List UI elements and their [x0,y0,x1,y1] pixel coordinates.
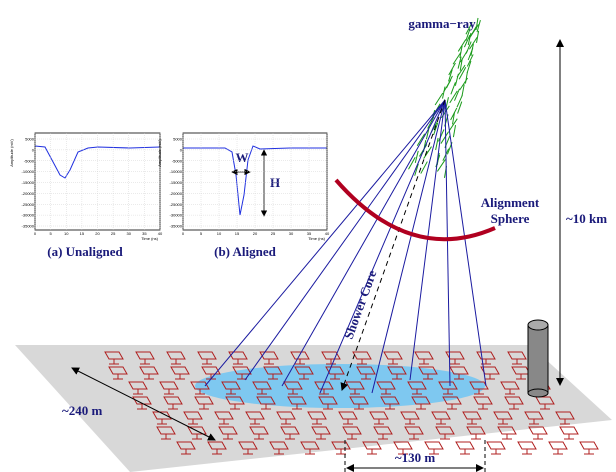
y-tick-label: -15000 [22,180,35,185]
x-tick-label: 20 [95,231,100,236]
light-ray [445,100,486,386]
y-tick-label: -30000 [170,213,183,218]
x-tick-label: 30 [127,231,132,236]
ground-plane [15,345,612,472]
x-tick-label: 15 [80,231,85,236]
y-axis-label: Amplitude (mV) [9,139,14,167]
x-tick-label: 40 [325,231,330,236]
x-tick-label: 30 [289,231,294,236]
shower-particle [451,82,456,94]
y-tick-label: -10000 [170,169,183,174]
shower-particle [465,72,467,84]
y-tick-label: -35000 [22,224,35,229]
sphere-label: Alignment [481,195,540,210]
telescope [560,427,578,439]
light-ray [282,100,445,386]
x-tick-label: 10 [64,231,69,236]
x-tick-label: 0 [182,231,185,236]
telescope [518,442,536,454]
shower-particle [417,134,424,146]
shower-particle [468,48,473,60]
x-tick-label: 0 [34,231,37,236]
dim-label: ~130 m [395,450,436,465]
y-axis-label: Amplitude (mV) [157,139,162,167]
x-tick-label: 5 [50,231,53,236]
shower-particle [449,63,456,75]
waveform [183,146,327,215]
x-tick-label: 15 [235,231,240,236]
telescope [549,442,567,454]
shower-particle [453,125,455,137]
y-tick-label: -25000 [22,202,35,207]
inset-caption: (a) Unaligned [47,244,123,259]
shower-particle [436,138,438,150]
y-tick-label: 0 [32,147,35,152]
shower-particle [455,74,458,86]
y-tick-label: 5000 [173,137,183,142]
y-tick-label: -5000 [24,158,35,163]
y-tick-label: -15000 [170,180,183,185]
x-tick-label: 20 [253,231,258,236]
height-label: ~10 km [566,211,607,226]
y-tick-label: -35000 [170,224,183,229]
shower-particle [437,159,445,171]
y-tick-label: -20000 [22,191,35,196]
x-tick-label: 25 [111,231,116,236]
x-axis-label: Time (ns) [141,236,158,241]
inset-plot: 051015202530354050000-5000-10000-15000-2… [9,133,163,241]
shower-particle [477,31,479,43]
telescope [529,427,547,439]
x-tick-label: 40 [158,231,163,236]
telescope [456,442,474,454]
y-tick-label: -5000 [172,158,183,163]
inset-caption: (b) Aligned [214,244,277,259]
x-tick-label: 10 [217,231,222,236]
telescope [487,442,505,454]
alignment-sphere-arc [336,180,495,239]
air-shower [409,18,481,178]
width-label: ~240 m [62,403,103,418]
tower [528,320,548,397]
shower-particle [457,95,462,107]
y-tick-label: -30000 [22,213,35,218]
x-tick-label: 25 [271,231,276,236]
x-tick-label: 5 [200,231,203,236]
light-ray [445,100,450,386]
telescope [580,442,598,454]
y-tick-label: 0 [180,147,183,152]
y-tick-label: 5000 [25,137,35,142]
shower-particle [415,151,418,163]
y-tick-label: -10000 [22,169,35,174]
diagram: gamma−ray Alignment Sphere Shower Core ~… [0,0,616,472]
gamma-label: gamma−ray [408,16,476,31]
y-tick-label: -20000 [170,191,183,196]
shower-particle [443,87,445,99]
y-tick-label: -25000 [170,202,183,207]
shower-particle [421,162,428,174]
core-label: Shower Core [341,268,380,341]
w-label: W [236,150,249,165]
x-axis-label: Time (ns) [308,236,325,241]
sphere-label: Sphere [491,211,530,226]
